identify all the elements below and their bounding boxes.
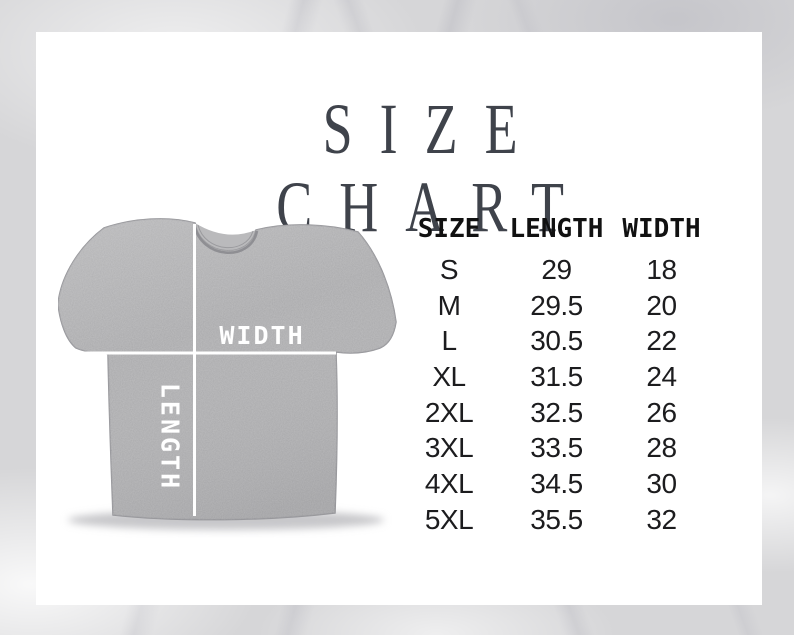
table-row: M 29.5 20: [394, 288, 724, 324]
table-row: 3XL 33.5 28: [394, 430, 724, 466]
width-value: 24: [646, 360, 677, 392]
col-header-width: WIDTH: [622, 214, 701, 244]
length-value: 31.5: [530, 360, 583, 392]
length-value: 35.5: [530, 503, 583, 535]
length-value: 34.5: [530, 467, 583, 499]
size-table: SIZE LENGTH WIDTH S 29 18 M 29.5 20 L 30…: [394, 212, 724, 538]
length-measure-label: LENGTH: [156, 383, 185, 491]
size-value: 2XL: [424, 396, 474, 428]
table-row: 5XL 35.5 32: [394, 502, 724, 538]
size-value: 4XL: [424, 467, 474, 499]
tshirt-svg: WIDTH LENGTH: [57, 218, 397, 530]
size-chart-card: SIZE CHART: [36, 32, 762, 605]
width-value: 22: [646, 325, 677, 357]
width-value: 18: [646, 253, 677, 285]
length-value: 29: [541, 253, 572, 285]
length-value: 30.5: [530, 325, 583, 357]
size-value: M: [437, 289, 461, 321]
width-value: 32: [646, 503, 677, 535]
table-row: XL 31.5 24: [394, 359, 724, 395]
width-value: 30: [646, 467, 677, 499]
length-value: 32.5: [530, 396, 583, 428]
tshirt-image: WIDTH LENGTH: [57, 202, 398, 547]
table-row: 4XL 34.5 30: [394, 466, 724, 502]
size-value: L: [441, 325, 457, 357]
width-value: 28: [646, 432, 677, 464]
width-measure-label: WIDTH: [219, 321, 304, 350]
width-value: 20: [646, 289, 677, 321]
table-header-row: SIZE LENGTH WIDTH: [394, 212, 724, 246]
collar-rib: [197, 224, 254, 248]
length-value: 29.5: [530, 289, 583, 321]
size-value: 5XL: [424, 503, 474, 535]
length-value: 33.5: [530, 432, 583, 464]
size-value: S: [439, 253, 459, 285]
width-value: 26: [646, 396, 677, 428]
table-body: S 29 18 M 29.5 20 L 30.5 22 XL 31.5: [394, 252, 724, 538]
table-row: S 29 18: [394, 252, 724, 288]
col-header-size: SIZE: [417, 214, 481, 244]
table-row: L 30.5 22: [394, 323, 724, 359]
collar: [195, 223, 256, 251]
collar-seam: [192, 223, 259, 254]
table-row: 2XL 32.5 26: [394, 395, 724, 431]
size-value: XL: [432, 360, 466, 392]
size-value: 3XL: [424, 432, 474, 464]
col-header-length: LENGTH: [509, 214, 604, 244]
